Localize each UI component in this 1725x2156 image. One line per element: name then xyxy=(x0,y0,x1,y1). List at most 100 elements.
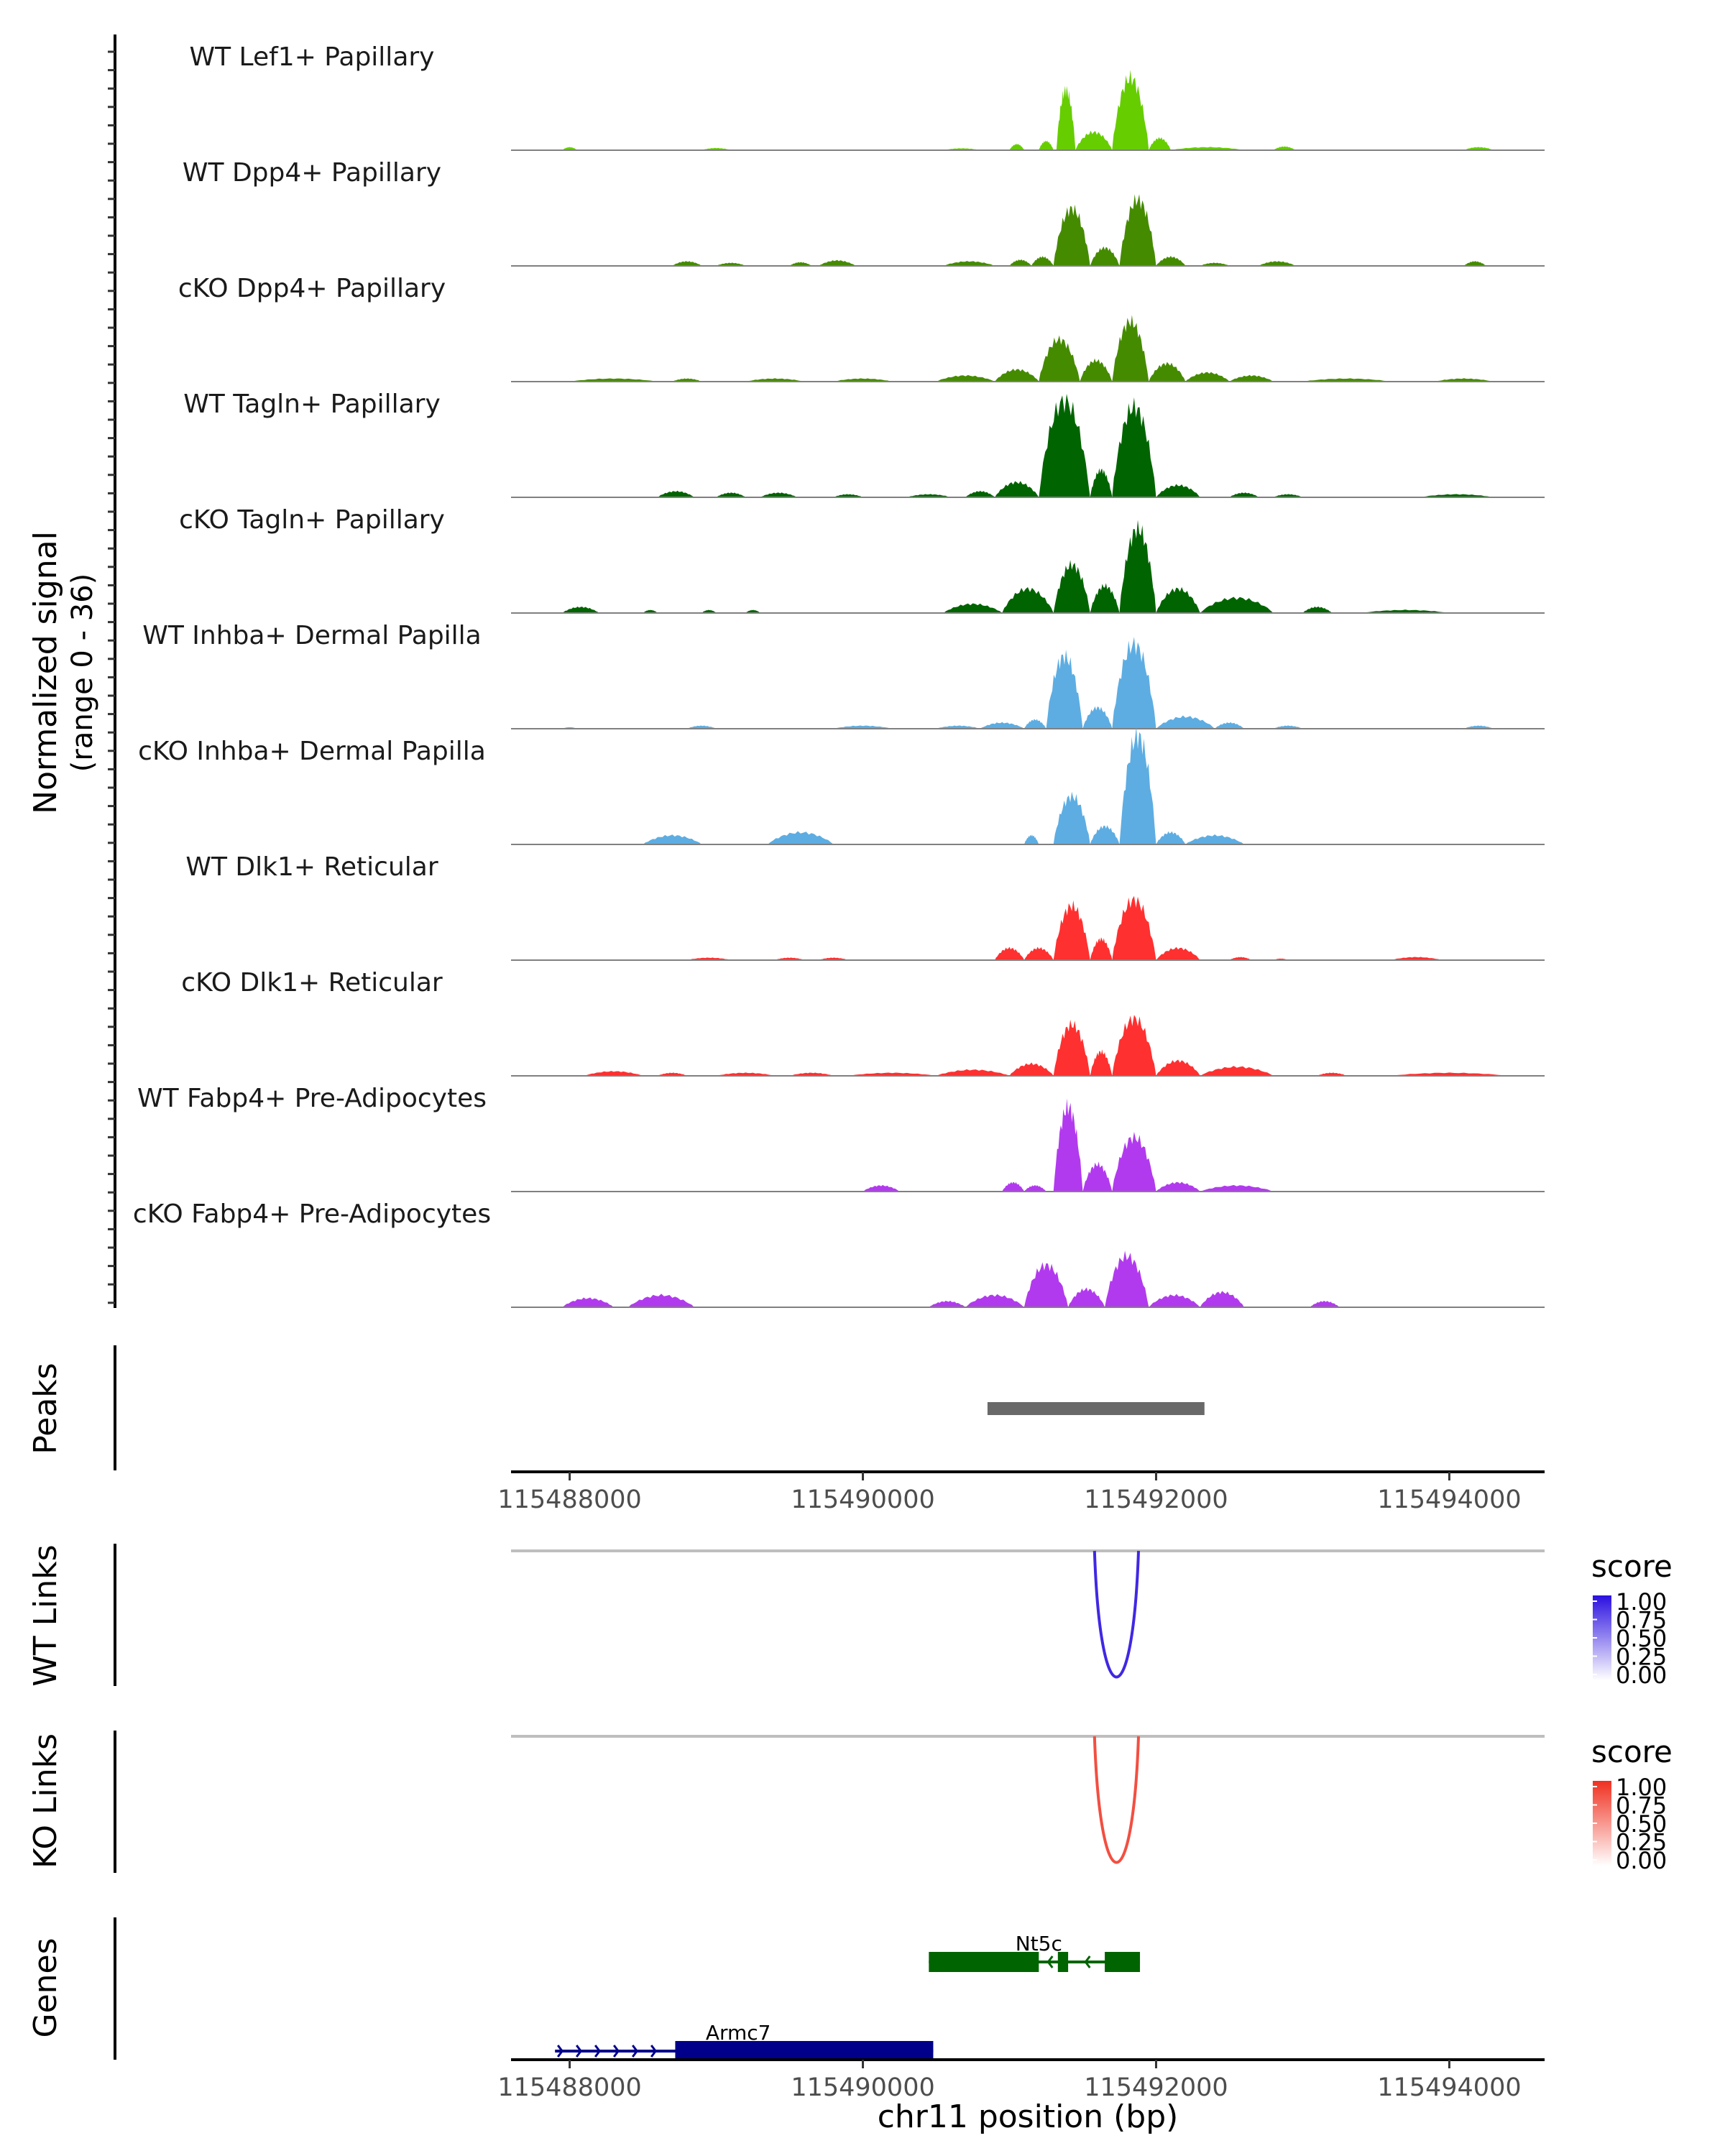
coverage-area-segment xyxy=(745,378,804,382)
coverage-area-segment xyxy=(1002,587,1054,613)
coverage-area-segment xyxy=(1112,895,1156,960)
legend-tick-label: 0.50 xyxy=(1616,1810,1667,1838)
gene-name-label: Armc7 xyxy=(706,2021,771,2045)
track-label: WT Fabp4+ Pre-Adipocytes xyxy=(137,1084,487,1113)
legend-tick-label: 0.50 xyxy=(1616,1625,1667,1652)
gene-strand-arrow xyxy=(631,2045,639,2058)
coverage-area-segment xyxy=(628,1294,694,1307)
coverage-area-segment xyxy=(1273,725,1303,729)
coverage-area-segment xyxy=(1463,261,1486,266)
coverage-area-segment xyxy=(658,1072,687,1076)
coverage-area-segment xyxy=(1090,825,1120,844)
coverage-area-segment xyxy=(936,1069,1010,1076)
coverage-area-segment xyxy=(1302,606,1333,613)
coverage-track: cKO Dpp4+ Papillary xyxy=(178,274,1545,382)
coverage-area-segment xyxy=(1053,1019,1090,1076)
x-axis-title: chr11 position (bp) xyxy=(878,2099,1179,2135)
coverage-area-segment xyxy=(1390,1072,1508,1076)
x-tick-label: 115488000 xyxy=(497,1485,641,1514)
x-tick-label: 115492000 xyxy=(1084,2073,1228,2102)
wt-legend-title: score xyxy=(1591,1549,1673,1584)
x-tick-label: 115490000 xyxy=(791,1485,934,1514)
coverage-area-segment xyxy=(1149,1294,1200,1307)
coverage-area-segment xyxy=(1112,1015,1156,1076)
coverage-area-segment xyxy=(768,831,834,844)
coverage-area-segment xyxy=(1112,637,1156,729)
x-tick-label: 115492000 xyxy=(1084,1485,1228,1514)
ko-links-ylabel: KO Links xyxy=(27,1733,64,1869)
coverage-track: cKO Tagln+ Papillary xyxy=(179,505,1545,614)
coverage-area-segment xyxy=(1361,609,1450,613)
coverage-area-segment xyxy=(789,262,812,266)
coverage-area-segment xyxy=(1200,596,1274,613)
coverage-area-segment xyxy=(995,369,1039,382)
genes-x-ticks: 115488000 115490000 115492000 115494000 xyxy=(497,2060,1522,2102)
track-label: WT Dlk1+ Reticular xyxy=(185,852,438,882)
coverage-area-segment xyxy=(1229,374,1274,382)
x-tick-label: 115494000 xyxy=(1377,2073,1521,2102)
coverage-track: WT Lef1+ Papillary xyxy=(190,42,1545,151)
legend-tick-label: 0.75 xyxy=(1616,1607,1667,1634)
coverage-area-segment xyxy=(819,259,856,266)
coverage-area-segment xyxy=(789,1072,834,1076)
coverage-area-segment xyxy=(1024,1262,1069,1307)
coverage-area-segment xyxy=(1273,494,1303,497)
wt-legend-ticks: 1.000.750.500.250.00 xyxy=(1593,1588,1667,1689)
gene-name-label: Nt5c xyxy=(1016,1932,1062,1955)
coverage-area-segment xyxy=(943,261,995,266)
coverage-track: cKO Dlk1+ Reticular xyxy=(181,968,1545,1077)
coverage-area-segment xyxy=(1463,147,1494,150)
coverage-area-segment xyxy=(1302,378,1391,382)
track-label: WT Lef1+ Papillary xyxy=(190,42,435,72)
coverage-area-segment xyxy=(980,722,1024,729)
gene-strand-arrow xyxy=(575,2045,583,2058)
wt-links-ylabel: WT Links xyxy=(27,1544,64,1686)
gene-strand-arrow xyxy=(594,2045,602,2058)
ko-legend-title: score xyxy=(1591,1734,1673,1769)
coverage-area-segment xyxy=(1024,834,1039,844)
gene-model: Nt5c xyxy=(929,1932,1141,1972)
coverage-area-segment xyxy=(1215,722,1244,729)
coverage-area-segment xyxy=(1390,957,1443,960)
coverage-area-segment xyxy=(1024,946,1054,960)
coverage-area-segment xyxy=(1039,335,1080,382)
coverage-area-segment xyxy=(965,1294,1024,1307)
coverage-area-segment xyxy=(1031,256,1054,266)
coverage-area-segment xyxy=(1002,1181,1024,1192)
coverage-area-segment xyxy=(1053,900,1090,960)
coverage-area-segment xyxy=(716,262,746,266)
coverage-area-segment xyxy=(906,494,951,497)
legend-tick-label: 0.75 xyxy=(1616,1792,1667,1820)
coverage-track: WT Fabp4+ Pre-Adipocytes xyxy=(137,1084,1545,1192)
gene-exon xyxy=(1105,1952,1141,1972)
coverage-area-segment xyxy=(995,481,1039,497)
ko-link-arcs xyxy=(1092,1736,1140,1864)
coverage-area-segment xyxy=(1039,394,1090,497)
coverage-area-segment xyxy=(1185,834,1244,844)
coverage-area-segment xyxy=(1090,1049,1113,1076)
coverage-area-segment xyxy=(1080,358,1113,382)
coverage-area-segment xyxy=(562,607,599,613)
track-label: cKO Fabp4+ Pre-Adipocytes xyxy=(133,1199,491,1229)
coverage-area-segment xyxy=(1435,378,1494,382)
coverage-area-segment xyxy=(1149,361,1186,382)
gene-exon xyxy=(1057,1952,1069,1972)
coverage-area-segment xyxy=(716,492,746,497)
coverage-area-segment xyxy=(1112,1131,1156,1192)
coverage-area-segment xyxy=(1090,468,1113,497)
coverage-area-segment xyxy=(1200,1184,1274,1192)
coverage-area-segment xyxy=(943,603,1003,613)
coverage-area-segment xyxy=(1156,715,1215,729)
peak-interval xyxy=(987,1402,1205,1415)
link-arc xyxy=(1092,1736,1140,1864)
gene-exon xyxy=(929,1952,1039,1972)
coverage-area-segment xyxy=(1317,1072,1347,1076)
track-label: WT Tagln+ Papillary xyxy=(183,390,441,419)
coverage-area-segment xyxy=(965,490,995,497)
coverage-area-segment xyxy=(1119,520,1156,613)
coverage-area-segment xyxy=(1105,1250,1149,1307)
coverage-area-segment xyxy=(672,378,702,382)
coverage-area-segment xyxy=(833,378,893,382)
legend-tick-label: 0.00 xyxy=(1616,1662,1667,1689)
coverage-area-segment xyxy=(1229,492,1259,497)
